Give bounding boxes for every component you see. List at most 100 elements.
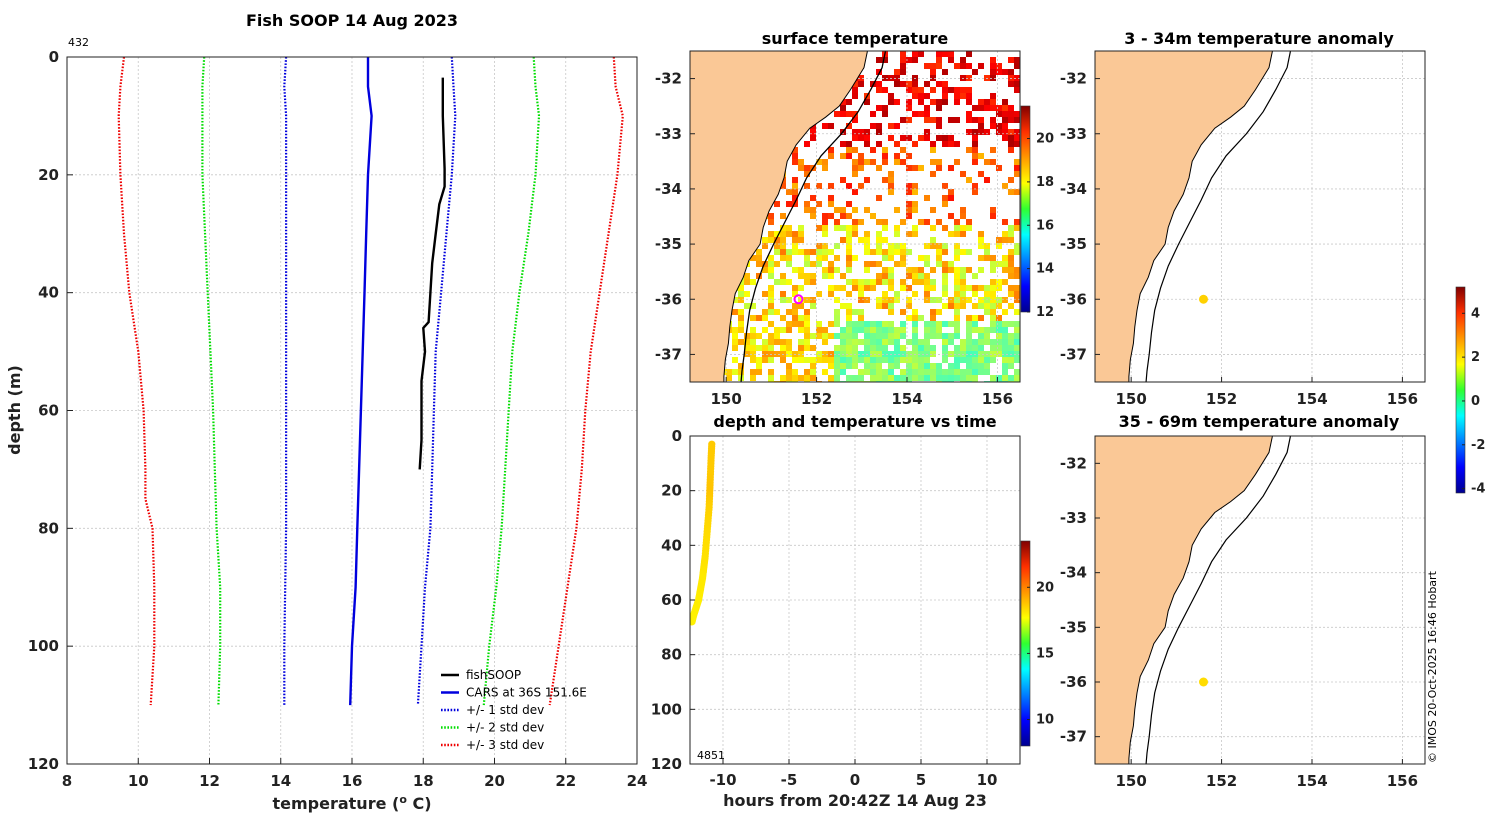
sst-cell bbox=[768, 369, 774, 375]
sst-cell bbox=[840, 273, 846, 279]
sst-cell bbox=[858, 165, 864, 171]
sst-cell bbox=[990, 123, 996, 129]
sst-cell bbox=[792, 177, 798, 183]
sst-cell bbox=[798, 327, 804, 333]
sst-cell bbox=[912, 201, 918, 207]
sst-cell bbox=[990, 327, 996, 333]
sst-cell bbox=[846, 345, 852, 351]
sst-cell bbox=[738, 339, 744, 345]
sst-cell bbox=[924, 105, 930, 111]
anomaly-lower-map bbox=[1095, 436, 1425, 764]
sst-cell bbox=[810, 261, 816, 267]
sst-cell bbox=[852, 189, 858, 195]
sst-cell bbox=[828, 201, 834, 207]
sst-cell bbox=[1014, 285, 1020, 291]
sst-cell bbox=[924, 243, 930, 249]
sst-cell bbox=[978, 129, 984, 135]
sst-cell bbox=[966, 219, 972, 225]
sst-cell bbox=[882, 321, 888, 327]
sst-cell bbox=[774, 279, 780, 285]
sst-cell bbox=[738, 315, 744, 321]
sst-cell bbox=[864, 135, 870, 141]
sst-cell bbox=[894, 243, 900, 249]
sst-cell bbox=[978, 357, 984, 363]
sst-cell bbox=[804, 183, 810, 189]
sst-cell bbox=[936, 135, 942, 141]
sst-cell bbox=[1014, 249, 1020, 255]
sst-cell bbox=[756, 369, 762, 375]
sst-cell bbox=[792, 243, 798, 249]
sst-cell bbox=[798, 315, 804, 321]
sst-cell bbox=[780, 255, 786, 261]
sst-cell bbox=[990, 69, 996, 75]
sst-cell bbox=[756, 357, 762, 363]
sst-cell bbox=[768, 285, 774, 291]
sst-cell bbox=[1008, 351, 1014, 357]
sst-cell bbox=[948, 231, 954, 237]
sst-cell bbox=[762, 237, 768, 243]
x-tick-label: 152 bbox=[1206, 390, 1237, 408]
sst-cell bbox=[852, 255, 858, 261]
sst-cell bbox=[960, 267, 966, 273]
sst-cell bbox=[876, 357, 882, 363]
sst-cell bbox=[852, 321, 858, 327]
sst-cell bbox=[1002, 363, 1008, 369]
sst-cell bbox=[930, 147, 936, 153]
sst-cell bbox=[888, 189, 894, 195]
sst-cell bbox=[1014, 369, 1020, 375]
sst-cell bbox=[774, 351, 780, 357]
sst-cell bbox=[912, 279, 918, 285]
sst-cell bbox=[996, 123, 1002, 129]
sst-cell bbox=[966, 363, 972, 369]
sst-cell bbox=[804, 273, 810, 279]
profile-legend: fishSOOP CARS at 36S 151.6E +/- 1 std dev +… bbox=[441, 668, 587, 752]
sst-cell bbox=[942, 369, 948, 375]
sst-cell bbox=[1008, 117, 1014, 123]
sst-cell bbox=[924, 117, 930, 123]
sst-cell bbox=[894, 291, 900, 297]
sst-cell bbox=[870, 351, 876, 357]
sst-cell bbox=[768, 345, 774, 351]
sst-cell bbox=[990, 57, 996, 63]
sst-cell bbox=[996, 303, 1002, 309]
sst-cell bbox=[1014, 267, 1020, 273]
sst-cell bbox=[834, 375, 840, 381]
sst-cell bbox=[768, 357, 774, 363]
sst-cell bbox=[900, 57, 906, 63]
sst-cell bbox=[1002, 297, 1008, 303]
sst-cell bbox=[798, 267, 804, 273]
sst-cell bbox=[786, 255, 792, 261]
sst-cell bbox=[906, 165, 912, 171]
sst-cell bbox=[828, 291, 834, 297]
sst-cell bbox=[858, 315, 864, 321]
x-tick-label: 150 bbox=[1116, 772, 1147, 790]
sst-cell bbox=[972, 141, 978, 147]
sst-cell bbox=[738, 327, 744, 333]
sst-cell bbox=[882, 225, 888, 231]
sst-cell bbox=[912, 327, 918, 333]
sst-cell bbox=[990, 159, 996, 165]
sst-cell bbox=[936, 105, 942, 111]
sst-cell bbox=[1014, 63, 1020, 69]
sst-cell bbox=[840, 207, 846, 213]
sst-cell bbox=[864, 351, 870, 357]
sst-cell bbox=[930, 351, 936, 357]
sst-cell bbox=[774, 231, 780, 237]
sst-cell bbox=[972, 315, 978, 321]
sst-cell bbox=[744, 345, 750, 351]
sst-cell bbox=[768, 219, 774, 225]
sst-cell bbox=[930, 321, 936, 327]
sst-cell bbox=[858, 153, 864, 159]
sst-cell bbox=[948, 363, 954, 369]
sst-cell bbox=[828, 285, 834, 291]
sst-cell bbox=[732, 297, 738, 303]
coastline bbox=[1128, 51, 1273, 382]
sst-cell bbox=[840, 303, 846, 309]
sst-cell bbox=[750, 375, 756, 381]
sst-cell bbox=[966, 147, 972, 153]
series-line bbox=[201, 57, 222, 706]
sst-cell bbox=[852, 207, 858, 213]
sst-cell bbox=[948, 261, 954, 267]
sst-cell bbox=[882, 357, 888, 363]
sst-cell bbox=[924, 369, 930, 375]
